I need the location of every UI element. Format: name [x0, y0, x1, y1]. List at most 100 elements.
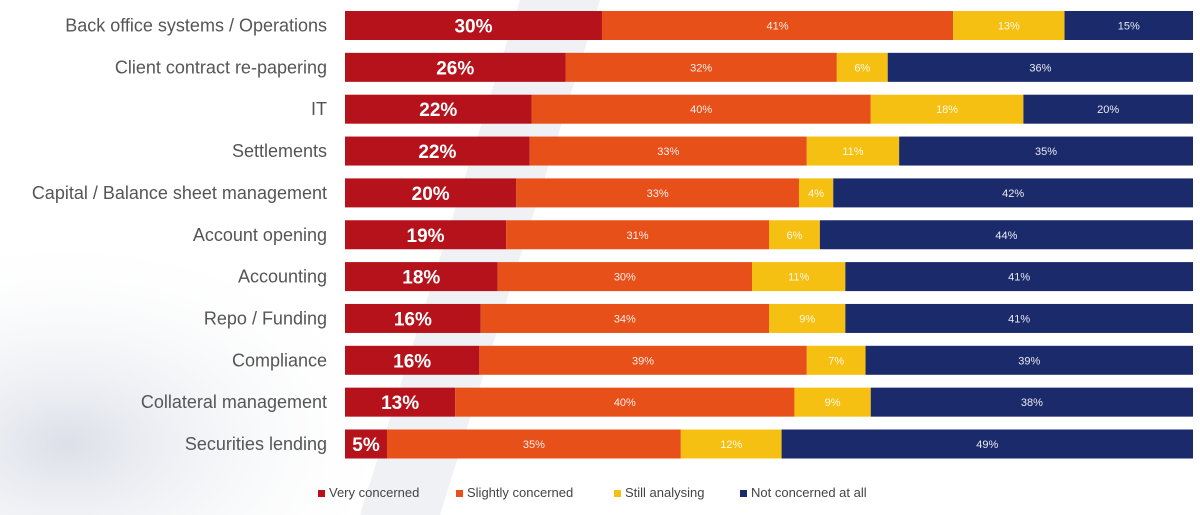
data-label-slightly-concerned-back-office-systems-operations: 41% — [767, 21, 789, 33]
bar-segment-very-concerned-capital-balance-sheet-management — [345, 178, 517, 208]
data-label-very-concerned-client-contract-re-papering: 26% — [436, 58, 474, 79]
bar-segment-slightly-concerned-client-contract-re-papering — [565, 52, 837, 82]
bar-segment-very-concerned-back-office-systems-operations — [345, 11, 602, 40]
data-label-very-concerned-settlements: 22% — [418, 142, 456, 163]
legend-label-slightly-concerned: Slightly concerned — [467, 485, 573, 500]
data-label-slightly-concerned-settlements: 33% — [657, 146, 679, 158]
bar-segment-slightly-concerned-securities-lending — [386, 429, 681, 459]
category-label-securities-lending: Securities lending — [185, 434, 327, 454]
bar-segment-not-concerned-at-all-collateral-management — [870, 387, 1193, 417]
category-label-compliance: Compliance — [232, 350, 327, 370]
bar-segment-not-concerned-at-all-client-contract-re-papering — [887, 52, 1193, 82]
category-label-collateral-management: Collateral management — [141, 392, 327, 412]
data-label-not-concerned-at-all-securities-lending: 49% — [976, 439, 998, 451]
legend-label-not-concerned-at-all: Not concerned at all — [751, 485, 867, 500]
bar-segment-not-concerned-at-all-accounting — [845, 262, 1193, 292]
bar-segment-still-analysing-securities-lending — [680, 429, 782, 459]
bar-segment-not-concerned-at-all-account-opening — [819, 220, 1193, 250]
bar-segment-slightly-concerned-capital-balance-sheet-management — [516, 178, 799, 208]
bar-segment-not-concerned-at-all-securities-lending — [781, 429, 1193, 459]
category-label-account-opening: Account opening — [193, 225, 327, 245]
bar-segment-not-concerned-at-all-settlements — [899, 136, 1193, 166]
category-label-client-contract-re-papering: Client contract re-papering — [115, 57, 327, 77]
data-label-still-analysing-compliance: 7% — [828, 355, 844, 367]
data-label-still-analysing-client-contract-re-papering: 6% — [854, 62, 870, 74]
legend-label-still-analysing: Still analysing — [625, 485, 705, 500]
bar-segment-not-concerned-at-all-back-office-systems-operations — [1064, 11, 1193, 40]
data-label-not-concerned-at-all-account-opening: 44% — [995, 230, 1017, 242]
bar-segment-still-analysing-client-contract-re-papering — [836, 52, 888, 82]
bar-segment-not-concerned-at-all-it — [1023, 94, 1193, 124]
data-label-slightly-concerned-compliance: 39% — [632, 355, 654, 367]
data-label-not-concerned-at-all-back-office-systems-operations: 15% — [1118, 21, 1140, 33]
bar-segment-slightly-concerned-it — [531, 94, 871, 124]
legend-swatch-slightly-concerned — [456, 490, 463, 497]
data-label-not-concerned-at-all-compliance: 39% — [1018, 355, 1040, 367]
data-label-still-analysing-securities-lending: 12% — [720, 439, 742, 451]
data-label-not-concerned-at-all-client-contract-re-papering: 36% — [1029, 62, 1051, 74]
bar-segment-not-concerned-at-all-capital-balance-sheet-management — [833, 178, 1193, 208]
bar-segment-slightly-concerned-accounting — [497, 262, 753, 292]
data-label-very-concerned-back-office-systems-operations: 30% — [454, 17, 492, 38]
data-label-slightly-concerned-capital-balance-sheet-management: 33% — [647, 188, 669, 200]
data-label-slightly-concerned-client-contract-re-papering: 32% — [690, 62, 712, 74]
bar-segment-very-concerned-account-opening — [345, 220, 507, 250]
data-label-still-analysing-it: 18% — [936, 104, 958, 116]
data-label-very-concerned-compliance: 16% — [393, 351, 431, 372]
data-label-not-concerned-at-all-capital-balance-sheet-management: 42% — [1002, 188, 1024, 200]
data-label-still-analysing-accounting: 11% — [788, 272, 809, 284]
bar-segment-slightly-concerned-repo-funding — [480, 303, 769, 333]
bar-segment-still-analysing-it — [870, 94, 1024, 124]
data-label-not-concerned-at-all-it: 20% — [1097, 104, 1119, 116]
data-label-slightly-concerned-accounting: 30% — [614, 272, 636, 284]
data-label-very-concerned-accounting: 18% — [402, 268, 440, 289]
bar-segment-slightly-concerned-account-opening — [506, 220, 769, 250]
category-label-capital-balance-sheet-management: Capital / Balance sheet management — [32, 183, 327, 203]
bar-segment-very-concerned-collateral-management — [345, 387, 456, 417]
legend: Very concerned Slightly concerned Still an… — [318, 485, 867, 500]
legend-label-very-concerned: Very concerned — [329, 485, 419, 500]
data-label-still-analysing-capital-balance-sheet-management: 4% — [808, 188, 824, 200]
bar-segment-slightly-concerned-collateral-management — [455, 387, 795, 417]
bar-segment-very-concerned-repo-funding — [345, 303, 481, 333]
data-label-still-analysing-collateral-management: 9% — [825, 397, 841, 409]
category-labels: Back office systems / Operations Client c… — [32, 16, 327, 455]
bars: 30% 41% 13% 15% 26% 32% 6% 36% 22% 40% 18% 20% 22% 33… — [345, 11, 1193, 459]
data-label-slightly-concerned-repo-funding: 34% — [614, 313, 636, 325]
data-label-slightly-concerned-it: 40% — [690, 104, 712, 116]
data-label-very-concerned-repo-funding: 16% — [394, 309, 432, 330]
category-label-it: IT — [311, 99, 327, 119]
bar-segment-slightly-concerned-back-office-systems-operations — [601, 11, 954, 40]
bar-segment-not-concerned-at-all-repo-funding — [845, 303, 1193, 333]
category-label-repo-funding: Repo / Funding — [204, 308, 327, 328]
data-label-not-concerned-at-all-repo-funding: 41% — [1008, 313, 1030, 325]
bar-segment-very-concerned-accounting — [345, 262, 498, 292]
data-label-very-concerned-account-opening: 19% — [407, 226, 445, 247]
bar-segment-very-concerned-it — [345, 94, 532, 124]
data-label-still-analysing-settlements: 11% — [842, 146, 863, 158]
bar-segment-slightly-concerned-settlements — [529, 136, 807, 166]
bar-segment-still-analysing-account-opening — [769, 220, 820, 250]
bar-segment-still-analysing-accounting — [752, 262, 846, 292]
bar-segment-still-analysing-back-office-systems-operations — [953, 11, 1065, 40]
data-label-not-concerned-at-all-settlements: 35% — [1035, 146, 1057, 158]
bar-segment-still-analysing-compliance — [806, 345, 866, 375]
bar-segment-very-concerned-compliance — [345, 345, 480, 375]
bar-segment-still-analysing-settlements — [806, 136, 900, 166]
bar-segment-slightly-concerned-compliance — [479, 345, 807, 375]
legend-swatch-still-analysing — [614, 490, 621, 497]
bar-segment-still-analysing-repo-funding — [769, 303, 846, 333]
data-label-slightly-concerned-securities-lending: 35% — [523, 439, 545, 451]
data-label-still-analysing-back-office-systems-operations: 13% — [998, 21, 1020, 33]
data-label-not-concerned-at-all-accounting: 41% — [1008, 272, 1030, 284]
category-label-accounting: Accounting — [238, 267, 327, 287]
legend-swatch-very-concerned — [318, 490, 325, 497]
data-label-very-concerned-securities-lending: 5% — [352, 435, 380, 456]
data-label-very-concerned-it: 22% — [419, 100, 457, 121]
data-label-very-concerned-collateral-management: 13% — [381, 393, 419, 414]
bar-segment-not-concerned-at-all-compliance — [865, 345, 1193, 375]
category-label-back-office-systems-operations: Back office systems / Operations — [65, 16, 327, 36]
bar-segment-still-analysing-collateral-management — [794, 387, 871, 417]
